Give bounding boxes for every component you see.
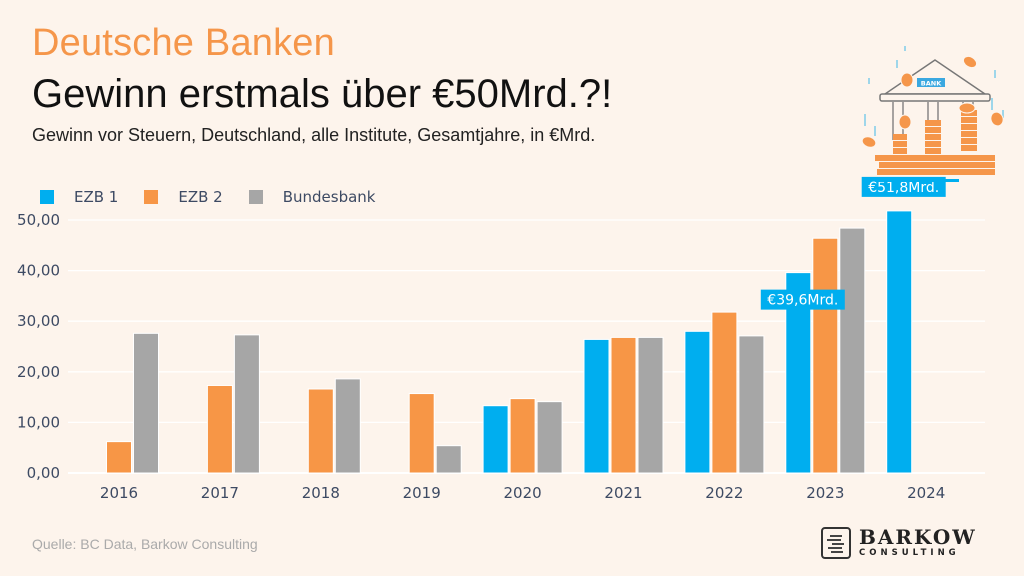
x-tick-label: 2024: [907, 484, 945, 502]
kicker-title: Deutsche Banken: [32, 22, 335, 64]
y-tick-label: 30,00: [17, 312, 60, 330]
legend-item-ezb1: EZB 1: [40, 188, 118, 206]
logo-main-text: BARKOW: [859, 525, 977, 549]
y-tick-label: 50,00: [17, 211, 60, 229]
logo-sub-text: CONSULTING: [859, 548, 960, 558]
bar-ezb2-2018: [307, 388, 334, 474]
bar-ezb2-2020: [509, 398, 536, 474]
y-tick-label: 20,00: [17, 363, 60, 381]
bar-ezb2-2017: [206, 384, 233, 474]
bar-ezb2-2022: [711, 311, 738, 474]
bar-bundesbank-2017: [233, 334, 260, 474]
bar-bundesbank-2022: [738, 335, 765, 474]
x-tick-label: 2023: [806, 484, 844, 502]
bar-ezb2-2023: [812, 237, 839, 474]
bar-bundesbank-2021: [637, 336, 664, 474]
bar-ezb1-2020: [482, 405, 509, 474]
source-note: Quelle: BC Data, Barkow Consulting: [32, 536, 258, 552]
bar-ezb1-2021: [583, 338, 610, 474]
bar-ezb2-2019: [408, 393, 435, 474]
bar-ezb2-2016: [106, 441, 132, 474]
bank-illustration-icon: BANK: [861, 46, 1004, 182]
y-tick-label: 0,00: [27, 464, 60, 482]
x-tick-label: 2017: [201, 484, 239, 502]
legend-swatch-bundesbank: [248, 190, 263, 204]
legend-swatch-ezb2: [144, 190, 159, 204]
bar-ezb1-2022: [684, 330, 711, 474]
x-axis-ticks: 2016 2017 2018 2019 2020 2021 2022 2023 2024: [100, 484, 945, 502]
x-tick-label: 2018: [302, 484, 340, 502]
x-tick-label: 2021: [604, 484, 642, 502]
logo-mark-icon: [821, 527, 851, 559]
bar-ezb1-2024: [886, 210, 913, 474]
x-tick-label: 2019: [403, 484, 441, 502]
bar-bundesbank-2016: [133, 332, 159, 474]
y-axis-ticks: 0,00 10,00 20,00 30,00 40,00 50,00: [17, 211, 60, 482]
chart-subtitle: Gewinn vor Steuern, Deutschland, alle In…: [32, 125, 596, 145]
page-title: Gewinn erstmals über €50Mrd.?!: [32, 72, 613, 116]
bar-bundesbank-2019: [435, 445, 462, 474]
bar-ezb2-2021: [610, 336, 637, 474]
callout-label: €51,8Mrd.: [868, 180, 939, 196]
x-tick-label: 2020: [504, 484, 542, 502]
bank-sign-text: BANK: [921, 80, 942, 88]
legend-item-ezb2: EZB 2: [144, 188, 223, 206]
legend-label-ezb2: EZB 2: [178, 188, 223, 206]
callout-box: [760, 289, 845, 310]
legend-label-ezb1: EZB 1: [74, 188, 119, 206]
x-tick-label: 2022: [705, 484, 743, 502]
legend-label-bundesbank: Bundesbank: [282, 188, 376, 206]
bar-bundesbank-2023: [839, 227, 866, 474]
barkow-logo: BARKOW CONSULTING: [821, 527, 977, 559]
x-tick-label: 2016: [100, 484, 138, 502]
legend-item-bundesbank: Bundesbank: [248, 188, 376, 206]
bar-bundesbank-2018: [334, 378, 361, 474]
bars: [106, 210, 913, 474]
callout-label: €39,6Mrd.: [767, 293, 838, 309]
bar-bundesbank-2020: [536, 401, 563, 474]
y-tick-label: 40,00: [17, 262, 60, 280]
y-tick-label: 10,00: [17, 413, 60, 431]
legend-swatch-ezb1: [40, 190, 54, 204]
chart-legend: EZB 1 EZB 2 Bundesbank: [40, 188, 402, 206]
